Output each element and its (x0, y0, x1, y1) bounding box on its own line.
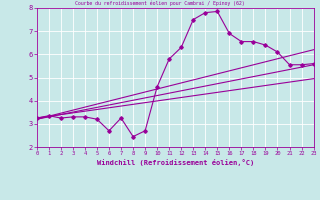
Text: Courbe du refroidissement éolien pour Cambrai / Epinoy (62): Courbe du refroidissement éolien pour Ca… (75, 1, 245, 6)
X-axis label: Windchill (Refroidissement éolien,°C): Windchill (Refroidissement éolien,°C) (97, 159, 254, 166)
